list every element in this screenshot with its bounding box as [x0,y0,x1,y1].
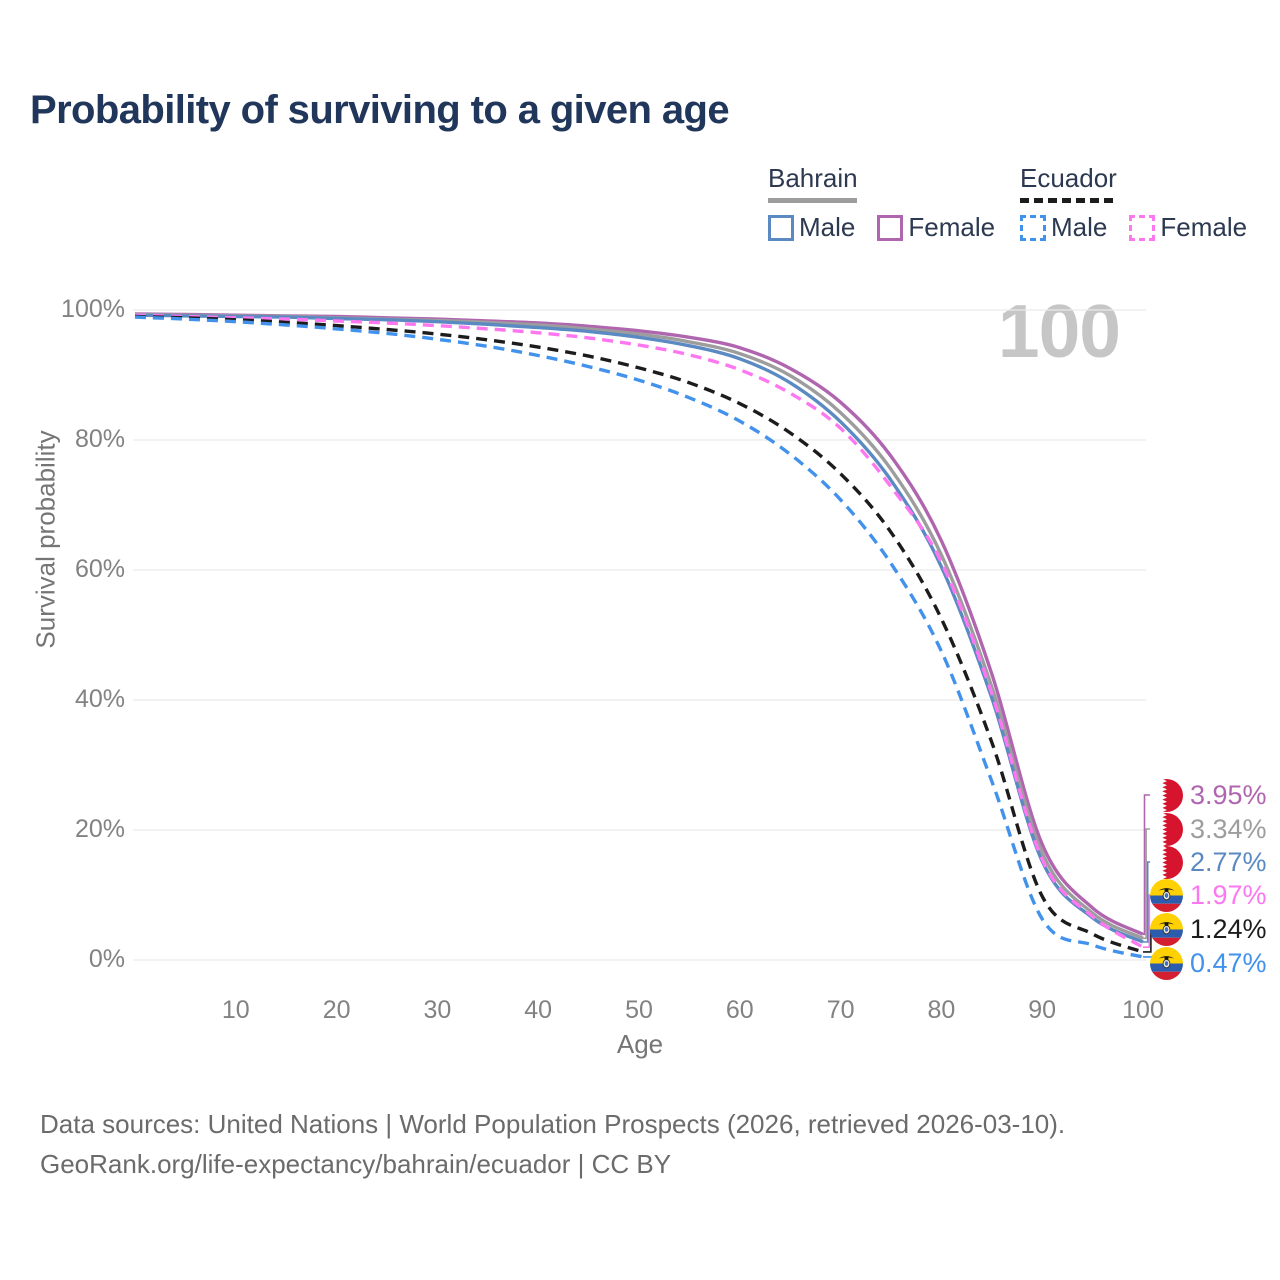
end-value-label: 1.24% [1190,913,1267,944]
y-tick-label: 60% [74,555,125,583]
x-axis-title: Age [616,1029,664,1059]
end-label-connector [1143,861,1152,943]
ecuador-male-swatch-icon [1020,214,1046,241]
end-value-label: 3.34% [1190,813,1267,844]
x-tick-label: 20 [322,996,351,1024]
legend-country-ecuador: Ecuador [1020,163,1117,193]
x-tick-label: 80 [927,996,956,1024]
ecuador-flag-icon [1150,946,1183,980]
x-tick-label: 40 [524,996,553,1024]
end-value-label: 0.47% [1190,947,1267,978]
series-line-bahrain-female [134,312,1144,936]
x-tick-label: 70 [826,996,855,1024]
bahrain-male-swatch-icon [768,214,794,241]
legend-item-label: Female [908,212,996,242]
end-label-row-bahrain-female: 3.95% [1150,778,1267,812]
y-tick-label: 0% [88,945,125,973]
end-label-row-ecuador-both-sexes: 1.24% [1150,912,1267,946]
y-tick-label: 40% [74,685,125,713]
ecuador-dashed-line-swatch [1020,198,1115,203]
series-line-ecuador-male [134,315,1144,959]
end-label-row-bahrain-both-sexes: 3.34% [1150,812,1267,846]
page-title: Probability of surviving to a given age [30,88,730,132]
end-label-connector [1143,794,1152,936]
y-tick-label: 80% [74,425,125,453]
ecuador-flag-icon [1150,912,1183,946]
ecuador-flag-icon [1150,878,1183,912]
y-tick-label: 20% [74,815,125,843]
data-sources-line: Data sources: United Nations | World Pop… [40,1109,1066,1139]
y-tick-label: 100% [61,295,125,323]
footer: Data sources: United Nations | World Pop… [40,1104,1065,1184]
legend-item-bahrain-female[interactable]: Female [877,212,995,243]
series-line-bahrain-male [134,313,1144,944]
x-tick-label: 90 [1028,996,1057,1024]
legend-item-bahrain-male[interactable]: Male [768,212,855,243]
end-label-row-bahrain-male: 2.77% [1150,845,1267,879]
end-label-connector [1143,828,1152,940]
bahrain-flag-icon [1150,845,1183,879]
series-line-bahrain-both-sexes [134,312,1144,940]
series-line-ecuador-female [134,313,1144,949]
legend-item-label: Male [799,212,856,242]
x-tick-label: 60 [725,996,754,1024]
end-label-row-ecuador-female: 1.97% [1150,878,1267,912]
end-value-label: 2.77% [1190,846,1267,877]
age-100-watermark: 100 [997,289,1121,373]
bahrain-flag-icon [1150,812,1183,846]
legend-group-ecuador: Ecuador Male Female [1020,163,1269,243]
legend-item-ecuador-male[interactable]: Male [1020,212,1107,243]
end-value-label: 3.95% [1190,779,1267,810]
x-tick-label: 100 [1122,996,1164,1024]
bahrain-female-swatch-icon [877,214,904,241]
legend-item-label: Female [1160,212,1248,242]
bahrain-flag-icon [1150,778,1183,812]
attribution-line: GeoRank.org/life-expectancy/bahrain/ecua… [40,1149,672,1179]
x-tick-label: 50 [625,996,653,1024]
legend-item-ecuador-female[interactable]: Female [1129,212,1247,243]
series-line-ecuador-both-sexes [134,314,1144,954]
x-tick-label: 10 [221,996,250,1024]
legend-group-bahrain: Bahrain Male Female [768,163,1017,243]
end-label-row-ecuador-male: 0.47% [1150,946,1267,980]
bahrain-solid-line-swatch [768,198,857,203]
legend-item-label: Male [1051,212,1108,242]
legend-country-bahrain: Bahrain [768,163,858,193]
ecuador-female-swatch-icon [1129,214,1156,241]
end-value-label: 1.97% [1190,879,1267,910]
x-tick-label: 30 [423,996,452,1024]
